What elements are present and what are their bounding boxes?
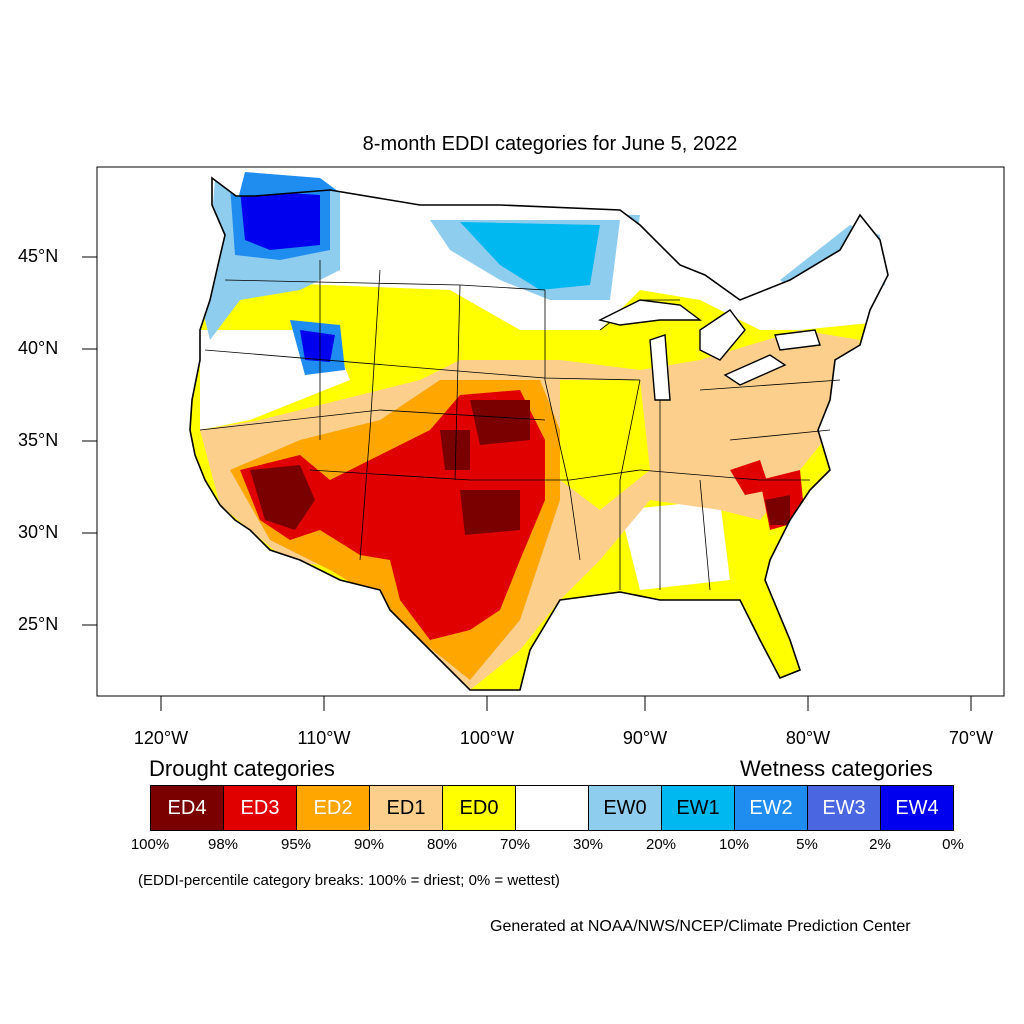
legend-box-ed1: ED1 — [369, 785, 443, 831]
percentile-label: 5% — [796, 836, 818, 853]
lat-label-30: 30°N — [18, 522, 59, 542]
lon-label-100w: 100°W — [459, 728, 515, 748]
percentile-label: 80% — [426, 836, 458, 853]
lat-label-45: 45°N — [18, 246, 59, 266]
lon-label-110w: 110°W — [297, 728, 351, 748]
lon-label-70w: 70°W — [948, 728, 994, 748]
percentile-label: 90% — [353, 836, 385, 853]
drought-heading: Drought categories — [149, 756, 335, 781]
legend-box-ew3: EW3 — [807, 785, 881, 831]
lon-label-120w: 120°W — [133, 728, 189, 748]
map-title: 8-month EDDI categories for June 5, 2022 — [362, 133, 738, 155]
percentile-label: 98% — [207, 836, 239, 853]
percentile-label: 100% — [130, 836, 170, 853]
lat-label-35: 35°N — [18, 430, 59, 450]
legend-box-ew4: EW4 — [880, 785, 954, 831]
lat-ticks — [82, 256, 97, 626]
percentile-label: 10% — [718, 836, 750, 853]
percentile-label: 30% — [572, 836, 604, 853]
category-note: (EDDI-percentile category breaks: 100% =… — [138, 872, 560, 889]
great-lakes — [597, 299, 821, 401]
percentile-label: 70% — [499, 836, 531, 853]
percentile-label: 95% — [280, 836, 312, 853]
legend-box-ed0: ED0 — [442, 785, 516, 831]
legend-box-ew0: EW0 — [588, 785, 662, 831]
percentile-label: 0% — [942, 836, 964, 853]
percentile-label: 20% — [645, 836, 677, 853]
legend-box-normal — [515, 785, 589, 831]
state-borders — [199, 260, 841, 591]
legend-box-ed2: ED2 — [296, 785, 370, 831]
lon-label-90w: 90°W — [622, 728, 668, 748]
lat-label-25: 25°N — [18, 614, 59, 634]
legend-box-ew1: EW1 — [661, 785, 735, 831]
lat-label-40: 40°N — [18, 338, 59, 358]
credit-text: Generated at NOAA/NWS/NCEP/Climate Predi… — [490, 918, 911, 935]
legend-box-ed3: ED3 — [223, 785, 297, 831]
wetness-heading: Wetness categories — [740, 756, 933, 781]
lon-ticks — [160, 696, 972, 711]
legend-box-ed4: ED4 — [150, 785, 224, 831]
lon-label-80w: 80°W — [785, 728, 831, 748]
percentile-label: 2% — [869, 836, 891, 853]
legend-box-ew2: EW2 — [734, 785, 808, 831]
